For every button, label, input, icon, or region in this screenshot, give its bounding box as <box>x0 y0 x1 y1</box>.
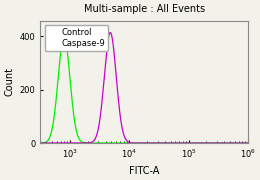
Caspase-9 <box>133 142 136 144</box>
Control <box>139 142 142 144</box>
X-axis label: FITC-A: FITC-A <box>129 166 159 176</box>
Y-axis label: Count: Count <box>4 67 14 96</box>
Caspase-9 <box>209 142 212 144</box>
Control <box>133 142 136 144</box>
Control <box>251 142 255 144</box>
Caspase-9 <box>139 142 142 144</box>
Control <box>63 35 66 38</box>
Caspase-9 <box>258 142 260 144</box>
Title: Multi-sample : All Events: Multi-sample : All Events <box>83 4 205 14</box>
Caspase-9 <box>251 142 255 144</box>
Line: Control: Control <box>29 37 260 143</box>
Legend: Control, Caspase-9: Control, Caspase-9 <box>44 25 108 51</box>
Control <box>209 142 212 144</box>
Control <box>258 142 260 144</box>
Caspase-9 <box>109 31 112 33</box>
Control <box>251 142 255 144</box>
Caspase-9 <box>27 142 30 144</box>
Line: Caspase-9: Caspase-9 <box>29 32 260 143</box>
Control <box>39 142 42 144</box>
Caspase-9 <box>39 142 42 144</box>
Caspase-9 <box>251 142 255 144</box>
Control <box>27 142 30 144</box>
